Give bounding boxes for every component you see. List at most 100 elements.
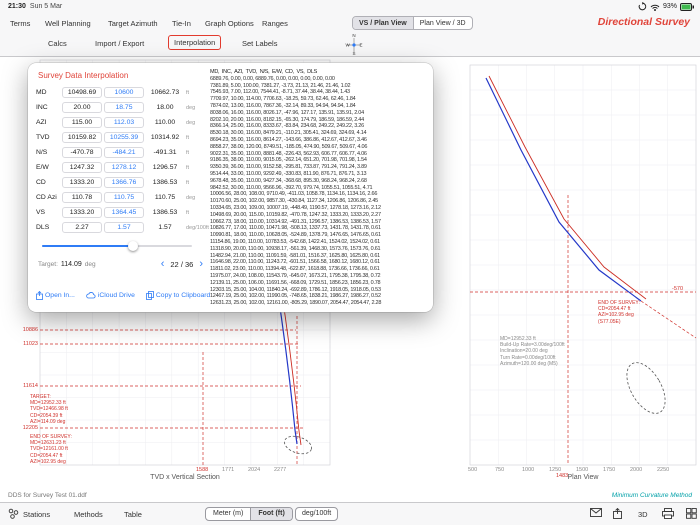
- cd-azi-interp-field[interactable]: 110.75: [104, 192, 144, 203]
- table-row[interactable]: 8366.14, 25.00, 116.00, 8333.67, -83.84,…: [210, 123, 364, 130]
- cd-interp-field[interactable]: 1366.76: [104, 177, 144, 188]
- toolbar-interpolation[interactable]: Interpolation: [168, 35, 222, 50]
- n-s-prev-field[interactable]: -470.78: [62, 147, 102, 158]
- e-w-interp-field[interactable]: 1278.12: [104, 162, 144, 173]
- table-row[interactable]: 11154.86, 19.00, 110.00, 10783.53, -542.…: [210, 238, 380, 245]
- table-row[interactable]: 8202.10, 20.00, 116.00, 8182.15, -65.30,…: [210, 116, 364, 123]
- menu-tie-in[interactable]: Tie-In: [172, 19, 191, 28]
- tvd-interp-field[interactable]: 10255.39: [104, 132, 144, 143]
- table-row[interactable]: 10170.60, 25.00, 102.00, 9857.30, -430.8…: [210, 198, 378, 205]
- copy-to-clipboard-button[interactable]: Copy to Clipboard: [145, 291, 210, 300]
- table-row[interactable]: 12303.15, 25.00, 104.00, 11840.24, -692.…: [210, 286, 381, 293]
- azi-label: AZI: [36, 119, 47, 126]
- vs-interp-field[interactable]: 1364.45: [104, 207, 144, 218]
- table-row[interactable]: 9842.52, 30.00, 110.00, 9566.96, -392.70…: [210, 184, 373, 191]
- table-row[interactable]: 7874.02, 13.00, 116.00, 7867.36, -32.14,…: [210, 102, 356, 109]
- menu-graph-options[interactable]: Graph Options: [205, 19, 254, 28]
- orientation-lock-icon: [638, 2, 647, 11]
- table-row[interactable]: 11318.90, 20.00, 110.00, 10938.17, -561.…: [210, 245, 381, 252]
- table-row[interactable]: 9678.48, 35.00, 110.00, 9427.34, -368.68…: [210, 177, 367, 184]
- table-row[interactable]: 10334.65, 23.00, 109.00, 10007.19, -448.…: [210, 204, 381, 211]
- n-s-unit: ft: [186, 149, 190, 156]
- table-row[interactable]: 12631.23, 25.00, 102.00, 12161.00, -805.…: [210, 300, 382, 307]
- tvd-prev-field[interactable]: 10159.82: [62, 132, 102, 143]
- three-d-button[interactable]: 3D: [638, 510, 648, 519]
- menu-terms[interactable]: Terms: [10, 19, 31, 28]
- menu-well-planning[interactable]: Well Planning: [45, 19, 91, 28]
- table-row[interactable]: 11646.98, 22.00, 110.00, 11243.72, -601.…: [210, 259, 380, 266]
- cd-azi-next-value: 110.75: [154, 194, 176, 201]
- table-row[interactable]: 11482.94, 21.00, 110.00, 11091.59, -581.…: [210, 252, 380, 259]
- toolbar-calcs[interactable]: Calcs: [48, 39, 67, 48]
- table-row[interactable]: 9350.39, 36.00, 110.00, 9152.58, -295.81…: [210, 164, 367, 171]
- table-row[interactable]: 9186.35, 38.00, 110.00, 9015.05, -262.14…: [210, 157, 367, 164]
- dls-interp-field[interactable]: 1.57: [104, 222, 144, 233]
- slider-knob[interactable]: [127, 241, 138, 251]
- n-s-interp-field[interactable]: -484.21: [104, 147, 144, 158]
- previous-station-button[interactable]: ‹: [160, 258, 165, 270]
- table-row[interactable]: 11811.02, 23.00, 110.00, 11394.48, -622.…: [210, 266, 380, 273]
- axis-tick: -570: [672, 286, 684, 292]
- table-row[interactable]: 7381.89, 5.00, 100.00, 7381.27, -3.73, 2…: [210, 82, 351, 89]
- cd-azi-unit: deg: [186, 194, 196, 201]
- cd-azi-prev-field[interactable]: 110.78: [62, 192, 102, 203]
- interpolation-slider[interactable]: [42, 241, 192, 251]
- axis-tick: 750: [495, 467, 505, 473]
- print-icon[interactable]: [662, 508, 674, 519]
- e-w-prev-field[interactable]: 1247.32: [62, 162, 102, 173]
- table-row[interactable]: 8038.06, 16.00, 116.00, 8026.17, -47.96,…: [210, 109, 364, 116]
- methods-button[interactable]: Methods: [74, 510, 103, 519]
- toolbar-import-export[interactable]: Import / Export: [95, 39, 145, 48]
- table-row[interactable]: 6889.76, 0.00, 0.00, 6889.76, 0.00, 0.00…: [210, 75, 335, 82]
- table-row[interactable]: 12467.19, 25.00, 102.00, 11990.05, -748.…: [210, 293, 381, 300]
- target-ellipse-left: [284, 435, 312, 455]
- toolbar-set-labels[interactable]: Set Labels: [242, 39, 278, 48]
- table-row[interactable]: 10990.81, 18.00, 110.00, 10628.05, -524.…: [210, 232, 381, 239]
- tvd-label: TVD: [36, 134, 50, 141]
- table-row[interactable]: 10826.77, 17.00, 110.00, 10471.98, -508.…: [210, 225, 381, 232]
- grid-icon[interactable]: [686, 508, 697, 519]
- stations-button[interactable]: Stations: [23, 510, 51, 519]
- table-row[interactable]: 8530.18, 30.00, 116.00, 8479.21, -110.21…: [210, 130, 367, 137]
- icloud-drive-button[interactable]: iCloud Drive: [86, 292, 135, 299]
- md-interp-field[interactable]: 10600: [104, 87, 144, 98]
- open-in-button[interactable]: Open In...: [36, 291, 75, 300]
- next-station-button[interactable]: ›: [199, 258, 203, 270]
- table-row[interactable]: 11975.07, 24.00, 108.00, 11543.79, -645.…: [210, 272, 381, 279]
- md-prev-field[interactable]: 10498.69: [62, 87, 102, 98]
- interpolation-form: MD 10498.69 10600 10662.73 ft INC 20.00 18.75 18…: [36, 85, 212, 235]
- table-row[interactable]: 10498.69, 20.00, 115.00, 10159.82, -470.…: [210, 211, 381, 218]
- stations-icon[interactable]: [8, 508, 19, 519]
- azi-prev-field[interactable]: 115.00: [62, 117, 102, 128]
- azi-interp-field[interactable]: 112.03: [104, 117, 144, 128]
- table-row[interactable]: 9514.44, 33.00, 110.00, 9292.49, -330.83…: [210, 170, 367, 177]
- segment-plan-view-3d[interactable]: Plan View / 3D: [419, 19, 466, 27]
- axis-tick: 12205: [22, 425, 38, 431]
- svg-text:E: E: [359, 43, 362, 48]
- inc-interp-field[interactable]: 18.75: [104, 102, 144, 113]
- buildup-annotation: MD=12952.33 ft Build-Up Rate=3.00deg/100…: [500, 336, 565, 367]
- form-row: TVD 10159.82 10255.39 10314.92 ft: [36, 130, 212, 145]
- vs-prev-field[interactable]: 1333.20: [62, 207, 102, 218]
- table-row[interactable]: 10662.73, 18.00, 110.00, 10314.92, -491.…: [210, 218, 381, 225]
- left-chart-title: TVD x Vertical Section: [150, 474, 220, 481]
- table-row[interactable]: 10006.56, 28.00, 108.00, 9710.49, -411.0…: [210, 191, 378, 198]
- export-icon[interactable]: [613, 508, 622, 519]
- segment-vs-plan-view[interactable]: VS / Plan View: [353, 17, 414, 29]
- table-button[interactable]: Table: [124, 510, 142, 519]
- table-row[interactable]: 7545.93, 7.00, 112.00, 7544.41, -8.71, 3…: [210, 89, 350, 96]
- table-row[interactable]: 8858.27, 38.00, 120.00, 8749.51, -185.05…: [210, 143, 368, 150]
- dls-prev-field[interactable]: 2.27: [62, 222, 102, 233]
- table-row[interactable]: 7709.97, 10.00, 114.00, 7706.63, -18.25,…: [210, 96, 356, 103]
- inc-prev-field[interactable]: 20.00: [62, 102, 102, 113]
- cd-prev-field[interactable]: 1333.20: [62, 177, 102, 188]
- menu-target-azimuth[interactable]: Target Azimuth: [108, 19, 158, 28]
- table-row[interactable]: 8694.23, 35.00, 116.00, 8614.27, -143.66…: [210, 136, 367, 143]
- dls-unit-button[interactable]: deg/100ft: [295, 506, 339, 521]
- segment-foot[interactable]: Foot (ft): [251, 507, 292, 520]
- menu-ranges[interactable]: Ranges: [262, 19, 288, 28]
- table-row[interactable]: 9022.31, 35.00, 110.00, 8881.48, -226.43…: [210, 150, 367, 157]
- segment-meter[interactable]: Meter (m): [206, 507, 252, 520]
- mail-icon[interactable]: [590, 508, 602, 517]
- table-row[interactable]: 12139.11, 25.00, 106.00, 11691.56, -668.…: [210, 279, 381, 286]
